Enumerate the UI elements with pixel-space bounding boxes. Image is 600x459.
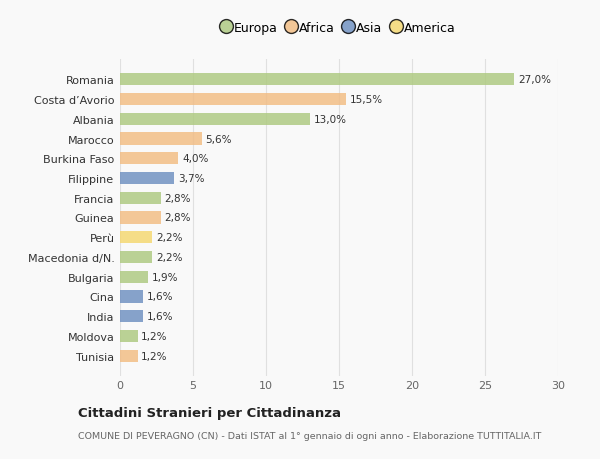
Bar [120, 133, 202, 146]
Text: 3,7%: 3,7% [178, 174, 204, 184]
Bar [120, 94, 346, 106]
Bar [120, 173, 174, 185]
Text: 1,2%: 1,2% [141, 331, 167, 341]
Text: 27,0%: 27,0% [518, 75, 551, 85]
Text: COMUNE DI PEVERAGNO (CN) - Dati ISTAT al 1° gennaio di ogni anno - Elaborazione : COMUNE DI PEVERAGNO (CN) - Dati ISTAT al… [78, 431, 541, 441]
Bar [120, 212, 161, 224]
Text: Cittadini Stranieri per Cittadinanza: Cittadini Stranieri per Cittadinanza [78, 406, 341, 419]
Text: 13,0%: 13,0% [313, 115, 346, 124]
Bar [120, 291, 143, 303]
Text: 1,6%: 1,6% [147, 292, 173, 302]
Text: 2,2%: 2,2% [156, 233, 182, 243]
Text: 2,8%: 2,8% [164, 213, 191, 223]
Text: 1,9%: 1,9% [151, 272, 178, 282]
Text: 5,6%: 5,6% [205, 134, 232, 144]
Bar [120, 330, 137, 342]
Bar [120, 192, 161, 204]
Bar [120, 232, 152, 244]
Text: 15,5%: 15,5% [350, 95, 383, 105]
Text: 1,2%: 1,2% [141, 351, 167, 361]
Bar [120, 153, 178, 165]
Text: 2,2%: 2,2% [156, 252, 182, 263]
Text: 1,6%: 1,6% [147, 312, 173, 321]
Bar [120, 113, 310, 126]
Legend: Europa, Africa, Asia, America: Europa, Africa, Asia, America [223, 22, 455, 34]
Bar [120, 350, 137, 362]
Bar [120, 310, 143, 323]
Text: 4,0%: 4,0% [182, 154, 208, 164]
Bar [120, 252, 152, 263]
Bar [120, 271, 148, 283]
Bar [120, 74, 514, 86]
Text: 2,8%: 2,8% [164, 193, 191, 203]
